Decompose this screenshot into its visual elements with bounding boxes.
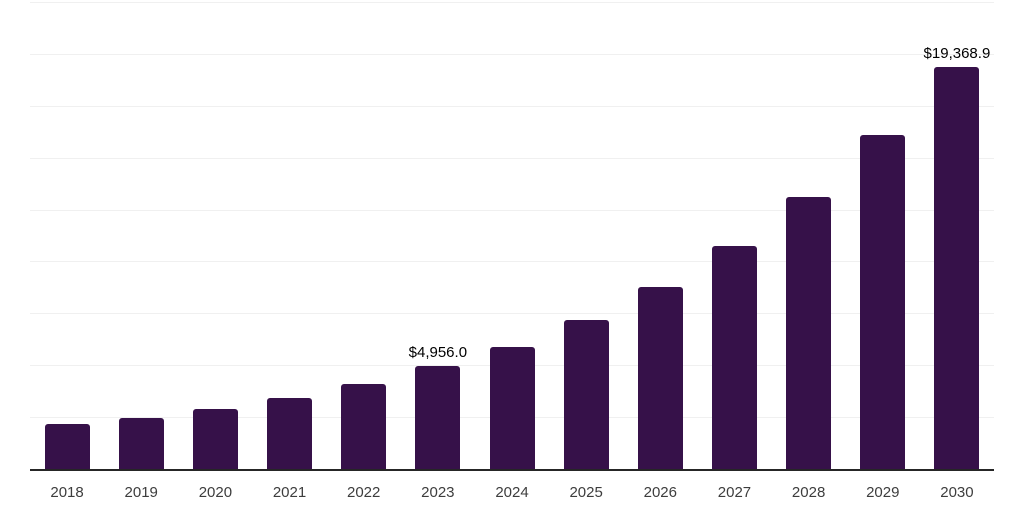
gridline [30, 261, 994, 263]
data-label-2030: $19,368.9 [923, 44, 991, 62]
x-tick-2029: 2029 [866, 484, 900, 501]
x-tick-2018: 2018 [50, 484, 84, 501]
x-tick-2027: 2027 [717, 484, 752, 501]
x-tick-2024: 2024 [495, 484, 529, 501]
bar-2028 [786, 196, 832, 469]
bar-2029 [860, 135, 906, 469]
bar-2030 [934, 67, 980, 469]
gridline [30, 105, 994, 107]
x-axis-labels: 2018 2019 2020 2021 2022 2023 2024 2025 2026 2027… [30, 484, 994, 506]
gridline [30, 53, 994, 55]
x-tick-2026: 2026 [643, 484, 677, 501]
bar-2027 [711, 246, 757, 469]
x-tick-2028: 2028 [791, 484, 826, 501]
bar-2020 [192, 408, 238, 469]
bar-2026 [637, 286, 683, 469]
x-tick-2030: 2030 [940, 484, 974, 501]
bar-2021 [267, 397, 313, 469]
bar-2024 [489, 346, 535, 469]
bar-2025 [563, 319, 609, 469]
data-label-2023: $4,956.0 [408, 343, 468, 361]
bar-2018 [44, 424, 90, 469]
gridline [30, 209, 994, 211]
plot-area: $4,956.0 $19,368.9 [30, 2, 994, 471]
bar-2023 [415, 366, 461, 469]
x-tick-2021: 2021 [272, 484, 307, 501]
gridline [30, 313, 994, 315]
gridline [30, 2, 994, 3]
x-tick-2020: 2020 [198, 484, 233, 501]
bar-2022 [341, 383, 387, 469]
bar-2019 [118, 417, 164, 469]
x-tick-2022: 2022 [347, 484, 381, 501]
x-tick-2023: 2023 [421, 484, 455, 501]
x-tick-2025: 2025 [569, 484, 603, 501]
x-tick-2019: 2019 [124, 484, 158, 501]
gridline [30, 157, 994, 159]
